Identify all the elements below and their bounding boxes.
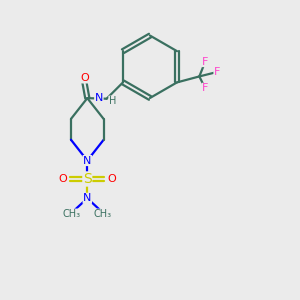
Text: O: O	[58, 174, 67, 184]
Text: N: N	[83, 193, 92, 203]
Text: N: N	[95, 93, 103, 103]
Text: S: S	[83, 172, 92, 186]
Text: CH₃: CH₃	[63, 209, 81, 219]
Text: CH₃: CH₃	[94, 209, 112, 219]
Text: F: F	[202, 57, 208, 67]
Text: O: O	[80, 73, 89, 83]
Text: F: F	[214, 67, 220, 77]
Text: F: F	[202, 83, 208, 93]
Text: N: N	[83, 156, 92, 166]
Text: H: H	[109, 96, 116, 106]
Text: O: O	[108, 174, 117, 184]
